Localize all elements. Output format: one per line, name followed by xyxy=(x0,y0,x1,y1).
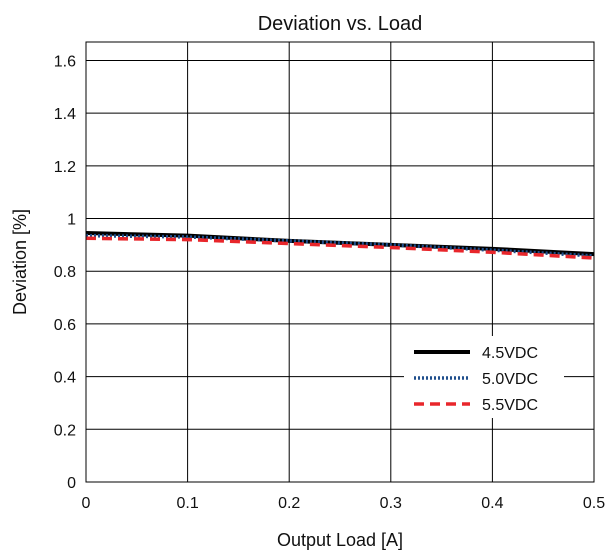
x-tick-label: 0 xyxy=(82,495,91,512)
legend-label: 5.0VDC xyxy=(482,371,538,388)
y-axis-label: Deviation [%] xyxy=(10,209,30,315)
legend: 4.5VDC 5.0VDC 5.5VDC xyxy=(404,336,564,418)
y-tick-label: 1.2 xyxy=(54,159,76,176)
y-tick-label: 0.4 xyxy=(54,370,76,387)
x-tick-label: 0.1 xyxy=(176,495,198,512)
chart-title: Deviation vs. Load xyxy=(258,13,423,35)
series-lines xyxy=(85,231,595,260)
y-tick-label: 0.8 xyxy=(54,264,76,281)
x-axis-ticks: 0 0.1 0.2 0.3 0.4 0.5 xyxy=(82,495,606,512)
y-tick-label: 0.2 xyxy=(54,422,76,439)
x-tick-label: 0.5 xyxy=(583,495,605,512)
plot-area-border xyxy=(85,41,595,483)
y-tick-label: 1.4 xyxy=(54,106,76,123)
y-tick-label: 1.6 xyxy=(54,53,76,70)
legend-label: 4.5VDC xyxy=(482,345,538,362)
x-tick-label: 0.4 xyxy=(481,495,503,512)
y-tick-label: 0.6 xyxy=(54,317,76,334)
series-line-5-5vdc xyxy=(85,236,595,260)
y-tick-label: 0 xyxy=(67,475,76,492)
x-tick-label: 0.3 xyxy=(380,495,402,512)
x-axis-label: Output Load [A] xyxy=(277,530,403,550)
legend-label: 5.5VDC xyxy=(482,397,538,414)
x-tick-label: 0.2 xyxy=(278,495,300,512)
y-tick-label: 1 xyxy=(67,212,76,229)
y-axis-ticks: 0 0.2 0.4 0.6 0.8 1 1.2 1.4 1.6 xyxy=(54,53,76,492)
series-line-5-0vdc xyxy=(85,233,595,258)
